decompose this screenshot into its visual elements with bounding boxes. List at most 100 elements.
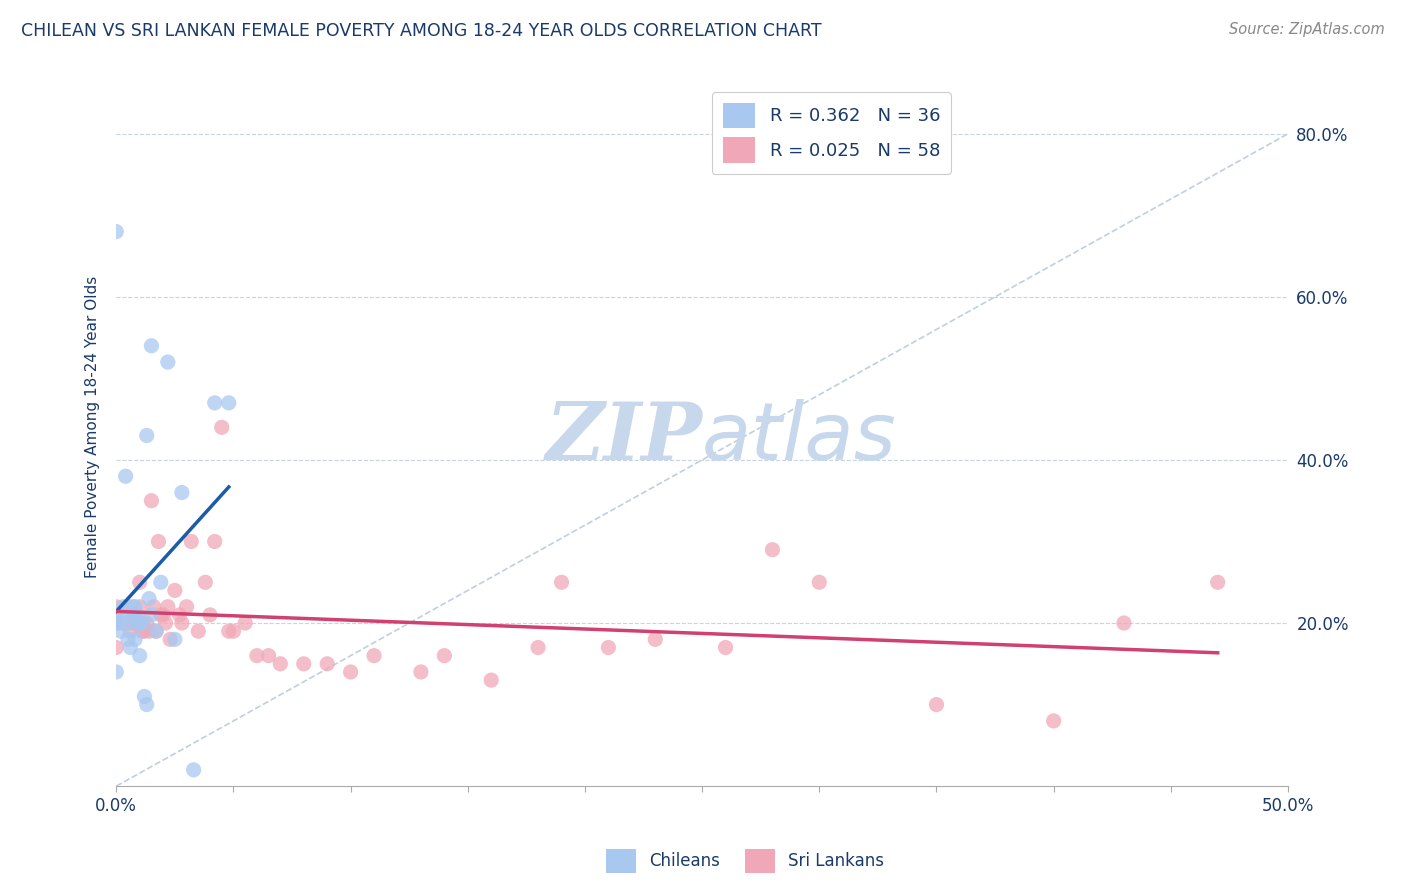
Point — [194, 575, 217, 590]
Point — [127, 607, 149, 622]
Point — [479, 673, 502, 687]
Point — [110, 624, 132, 639]
Point — [163, 632, 186, 647]
Point — [134, 690, 156, 704]
Point — [714, 640, 737, 655]
Point — [128, 575, 150, 590]
Point — [120, 624, 142, 639]
Point — [269, 657, 291, 671]
Point — [135, 698, 157, 712]
Point — [925, 698, 948, 712]
Point — [527, 640, 550, 655]
Point — [246, 648, 269, 663]
Point — [124, 599, 146, 614]
Point — [105, 665, 128, 679]
Point — [149, 607, 172, 622]
Point — [105, 607, 128, 622]
Point — [135, 428, 157, 442]
Point — [180, 534, 202, 549]
Point — [163, 583, 186, 598]
Point — [183, 763, 205, 777]
Point — [204, 396, 226, 410]
Point — [131, 624, 153, 639]
Point — [120, 607, 142, 622]
Point — [112, 599, 135, 614]
Text: CHILEAN VS SRI LANKAN FEMALE POVERTY AMONG 18-24 YEAR OLDS CORRELATION CHART: CHILEAN VS SRI LANKAN FEMALE POVERTY AMO… — [21, 22, 821, 40]
Point — [363, 648, 385, 663]
Point — [117, 599, 139, 614]
Y-axis label: Female Poverty Among 18-24 Year Olds: Female Poverty Among 18-24 Year Olds — [86, 277, 100, 578]
Point — [761, 542, 783, 557]
Legend: R = 0.362   N = 36, R = 0.025   N = 58: R = 0.362 N = 36, R = 0.025 N = 58 — [711, 92, 950, 174]
Point — [170, 615, 193, 630]
Point — [1112, 615, 1135, 630]
Point — [292, 657, 315, 671]
Point — [128, 615, 150, 630]
Point — [141, 339, 163, 353]
Point — [1206, 575, 1229, 590]
Point — [204, 534, 226, 549]
Point — [117, 632, 139, 647]
Point — [145, 624, 167, 639]
Point — [105, 640, 128, 655]
Point — [107, 615, 129, 630]
Point — [105, 225, 128, 239]
Point — [105, 607, 128, 622]
Point — [105, 615, 128, 630]
Point — [145, 624, 167, 639]
Text: atlas: atlas — [702, 399, 897, 477]
Point — [127, 615, 149, 630]
Point — [127, 615, 149, 630]
Point — [433, 648, 456, 663]
Point — [124, 607, 146, 622]
Point — [152, 607, 174, 622]
Point — [316, 657, 339, 671]
Point — [644, 632, 666, 647]
Legend: Chileans, Sri Lankans: Chileans, Sri Lankans — [599, 842, 891, 880]
Point — [218, 624, 240, 639]
Point — [121, 615, 143, 630]
Point — [128, 648, 150, 663]
Point — [550, 575, 572, 590]
Point — [808, 575, 831, 590]
Point — [148, 534, 170, 549]
Point — [218, 396, 240, 410]
Point — [149, 575, 172, 590]
Point — [105, 599, 128, 614]
Point — [198, 607, 221, 622]
Point — [159, 632, 181, 647]
Point — [135, 615, 157, 630]
Point — [131, 615, 153, 630]
Point — [170, 485, 193, 500]
Point — [117, 615, 139, 630]
Point — [141, 493, 163, 508]
Point — [339, 665, 361, 679]
Point — [138, 591, 160, 606]
Point — [155, 615, 177, 630]
Point — [233, 615, 256, 630]
Point — [121, 599, 143, 614]
Point — [1042, 714, 1064, 728]
Point — [134, 624, 156, 639]
Text: ZIP: ZIP — [546, 400, 702, 477]
Text: Source: ZipAtlas.com: Source: ZipAtlas.com — [1229, 22, 1385, 37]
Point — [211, 420, 233, 434]
Point — [138, 624, 160, 639]
Point — [142, 599, 165, 614]
Point — [257, 648, 280, 663]
Point — [120, 640, 142, 655]
Point — [156, 599, 179, 614]
Point — [114, 469, 136, 483]
Point — [156, 355, 179, 369]
Point — [176, 599, 198, 614]
Point — [169, 607, 191, 622]
Point — [128, 599, 150, 614]
Point — [409, 665, 432, 679]
Point — [105, 615, 128, 630]
Point — [222, 624, 245, 639]
Point — [121, 607, 143, 622]
Point — [112, 615, 135, 630]
Point — [187, 624, 209, 639]
Point — [598, 640, 620, 655]
Point — [124, 632, 146, 647]
